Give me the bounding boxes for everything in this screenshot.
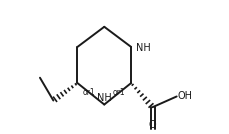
Text: NH: NH — [136, 43, 150, 53]
Text: or1: or1 — [82, 88, 95, 97]
Text: OH: OH — [177, 92, 192, 101]
Text: or1: or1 — [112, 88, 124, 97]
Text: O: O — [148, 120, 156, 130]
Text: NH: NH — [96, 93, 111, 103]
